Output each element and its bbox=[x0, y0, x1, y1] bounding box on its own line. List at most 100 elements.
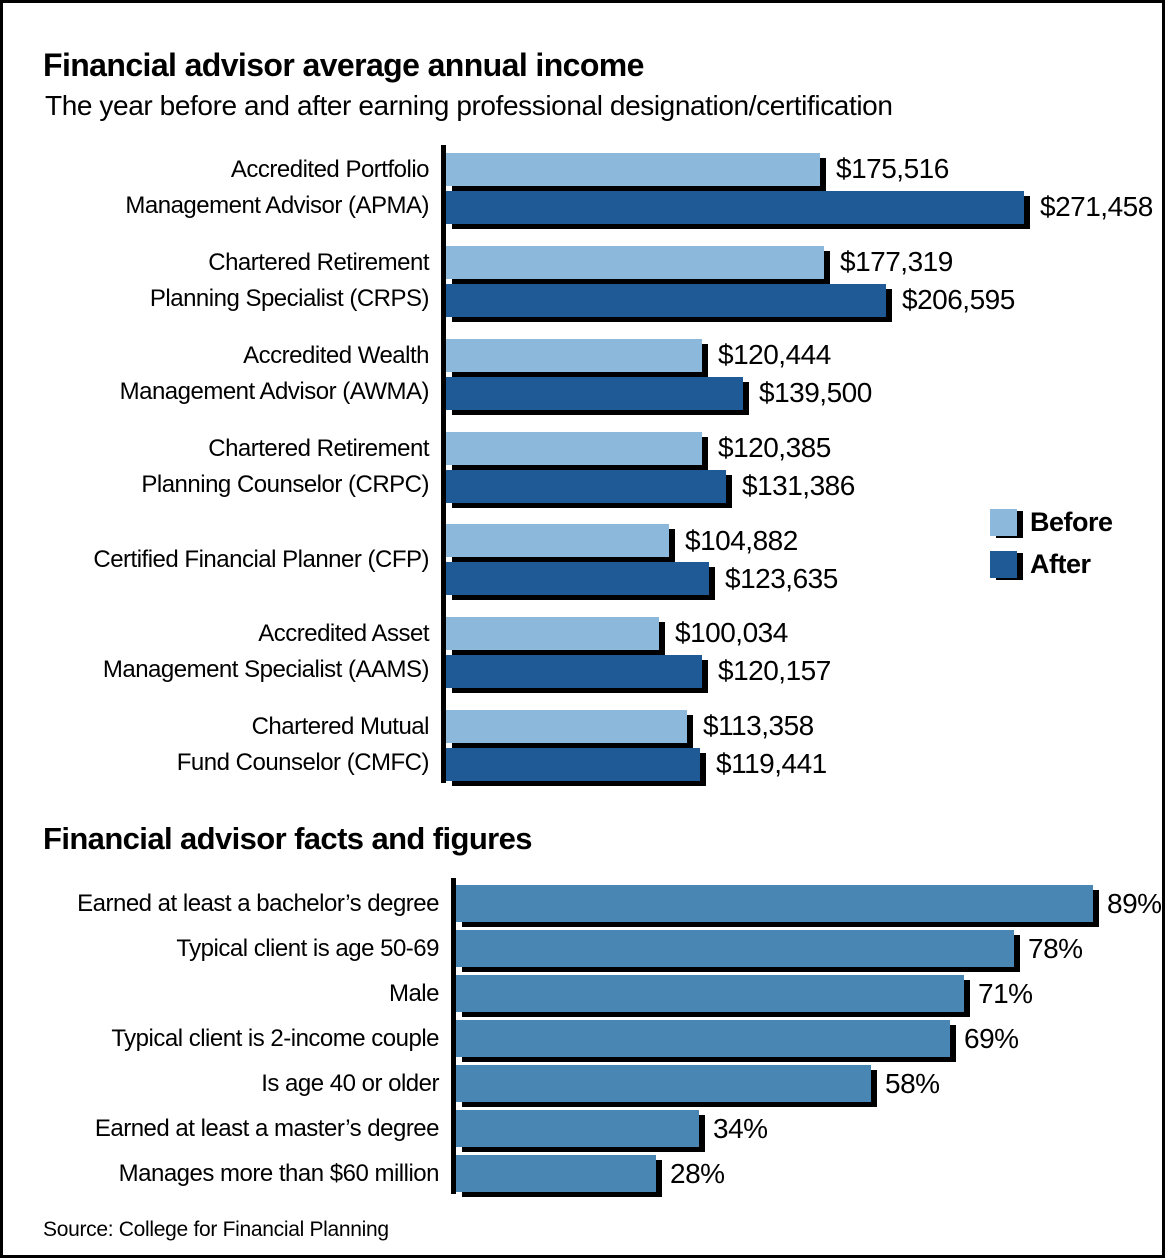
category-label: Accredited Portfolio Management Advisor (… bbox=[43, 152, 441, 224]
category-label: Chartered Retirement Planning Specialist … bbox=[43, 245, 441, 317]
infographic-content: Financial advisor average annual income … bbox=[3, 3, 1162, 1242]
before-bar-line: $177,319 bbox=[446, 245, 1162, 279]
income-row: Chartered Retirement Planning Specialist … bbox=[43, 245, 1162, 317]
fact-bar bbox=[456, 1020, 950, 1058]
after-bar-line: $271,458 bbox=[446, 190, 1162, 224]
before-bar bbox=[446, 616, 659, 650]
source-note: Source: College for Financial Planning bbox=[43, 1218, 389, 1242]
fact-row: Is age 40 or older 58% bbox=[43, 1065, 1162, 1103]
facts-chart-axis bbox=[451, 878, 456, 1195]
fact-row: Typical client is age 50-69 78% bbox=[43, 930, 1162, 968]
income-chart-subtitle: The year before and after earning profes… bbox=[45, 90, 893, 122]
income-row: Accredited Asset Management Specialist (A… bbox=[43, 616, 1162, 688]
after-bar-line: $123,635 bbox=[446, 562, 1162, 596]
income-row: Chartered Retirement Planning Counselor (… bbox=[43, 431, 1162, 503]
category-label-line: Accredited Portfolio bbox=[230, 156, 430, 184]
value-label: $119,441 bbox=[716, 748, 827, 780]
after-bar bbox=[446, 747, 700, 781]
category-label-line: Management Advisor (APMA) bbox=[125, 192, 429, 220]
fact-bar bbox=[456, 975, 964, 1013]
after-bar bbox=[446, 562, 709, 596]
fact-bar bbox=[456, 1155, 656, 1193]
category-label-line: Fund Counselor (CMFC) bbox=[176, 749, 430, 777]
after-bar-line: $131,386 bbox=[446, 469, 1162, 503]
category-label-line: Chartered Retirement bbox=[208, 435, 429, 463]
fact-bar bbox=[456, 930, 1014, 968]
value-label: $120,157 bbox=[718, 655, 831, 687]
after-bar-line: $120,157 bbox=[446, 654, 1162, 688]
category-label: Accredited Asset Management Specialist (A… bbox=[43, 616, 441, 688]
legend-label-before: Before bbox=[1030, 507, 1113, 538]
value-label: $104,882 bbox=[685, 524, 798, 556]
fact-label: Manages more than $60 million bbox=[118, 1160, 440, 1188]
facts-chart-title: Financial advisor facts and figures bbox=[43, 821, 533, 857]
fact-label: Typical client is age 50-69 bbox=[176, 935, 439, 963]
fact-bar bbox=[456, 1110, 699, 1148]
income-row: Accredited Portfolio Management Advisor (… bbox=[43, 152, 1162, 224]
category-label-line: Accredited Wealth bbox=[243, 342, 429, 370]
fact-row: Male 71% bbox=[43, 975, 1162, 1013]
fact-label: Earned at least a bachelor’s degree bbox=[77, 890, 439, 918]
bar-group: $120,444 $139,500 bbox=[441, 338, 1162, 410]
after-bar-line: $139,500 bbox=[446, 376, 1162, 410]
category-label-line: Management Advisor (AWMA) bbox=[119, 378, 430, 406]
value-label: $113,358 bbox=[703, 710, 814, 742]
before-bar bbox=[446, 709, 687, 743]
value-label: $206,595 bbox=[902, 284, 1015, 316]
bar-group: $175,516 $271,458 bbox=[441, 152, 1162, 224]
fact-row: Earned at least a bachelor’s degree 89% bbox=[43, 885, 1162, 923]
category-label-line: Accredited Asset bbox=[258, 620, 429, 648]
facts-chart-rows: Earned at least a bachelor’s degree 89% Ty… bbox=[43, 885, 1162, 1193]
income-chart: Accredited Portfolio Management Advisor (… bbox=[43, 145, 1162, 784]
income-chart-legend: Before After bbox=[990, 507, 1113, 591]
facts-chart: Earned at least a bachelor’s degree 89% Ty… bbox=[43, 878, 1162, 1195]
category-label: Chartered Mutual Fund Counselor (CMFC) bbox=[43, 709, 441, 781]
before-bar bbox=[446, 431, 702, 465]
bar-group: $100,034 $120,157 bbox=[441, 616, 1162, 688]
bar-group: $104,882 $123,635 bbox=[441, 524, 1162, 596]
value-label: $139,500 bbox=[759, 377, 872, 409]
percent-label: 78% bbox=[1028, 932, 1083, 964]
income-row: Certified Financial Planner (CFP) $104,88… bbox=[43, 524, 1162, 596]
value-label: $131,386 bbox=[742, 470, 855, 502]
category-label-line: Chartered Retirement bbox=[208, 249, 429, 277]
category-label: Accredited Wealth Management Advisor (AWM… bbox=[43, 338, 441, 410]
after-swatch bbox=[990, 551, 1017, 579]
before-bar bbox=[446, 338, 702, 372]
after-bar bbox=[446, 376, 743, 410]
before-bar-line: $120,385 bbox=[446, 431, 1162, 465]
before-bar bbox=[446, 152, 820, 186]
value-label: $100,034 bbox=[675, 617, 788, 649]
before-bar bbox=[446, 524, 669, 558]
category-label: Chartered Retirement Planning Counselor (… bbox=[43, 431, 441, 503]
income-row: Chartered Mutual Fund Counselor (CMFC) $11… bbox=[43, 709, 1162, 781]
fact-label: Earned at least a master’s degree bbox=[94, 1115, 440, 1143]
fact-bar bbox=[456, 1065, 871, 1103]
after-bar-line: $119,441 bbox=[446, 747, 1162, 781]
legend-item-before: Before bbox=[990, 507, 1113, 538]
after-bar-line: $206,595 bbox=[446, 283, 1162, 317]
fact-label: Male bbox=[388, 980, 440, 1008]
fact-row: Typical client is 2-income couple 69% bbox=[43, 1020, 1162, 1058]
income-row: Accredited Wealth Management Advisor (AWM… bbox=[43, 338, 1162, 410]
percent-label: 89% bbox=[1107, 887, 1162, 919]
bar-group: $120,385 $131,386 bbox=[441, 431, 1162, 503]
fact-row: Manages more than $60 million 28% bbox=[43, 1155, 1162, 1193]
after-bar bbox=[446, 469, 726, 503]
before-bar bbox=[446, 245, 824, 279]
category-label: Certified Financial Planner (CFP) bbox=[43, 542, 441, 578]
fact-label: Is age 40 or older bbox=[261, 1070, 439, 1098]
after-bar bbox=[446, 654, 702, 688]
value-label: $271,458 bbox=[1040, 191, 1153, 223]
income-chart-title: Financial advisor average annual income bbox=[43, 47, 644, 83]
category-label-line: Management Specialist (AAMS) bbox=[102, 656, 430, 684]
before-bar-line: $120,444 bbox=[446, 338, 1162, 372]
percent-label: 71% bbox=[978, 977, 1033, 1009]
after-bar bbox=[446, 283, 886, 317]
income-chart-rows: Accredited Portfolio Management Advisor (… bbox=[43, 152, 1162, 781]
bar-group: $177,319 $206,595 bbox=[441, 245, 1162, 317]
percent-label: 34% bbox=[713, 1112, 768, 1144]
percent-label: 28% bbox=[670, 1157, 725, 1189]
before-swatch bbox=[990, 509, 1017, 537]
